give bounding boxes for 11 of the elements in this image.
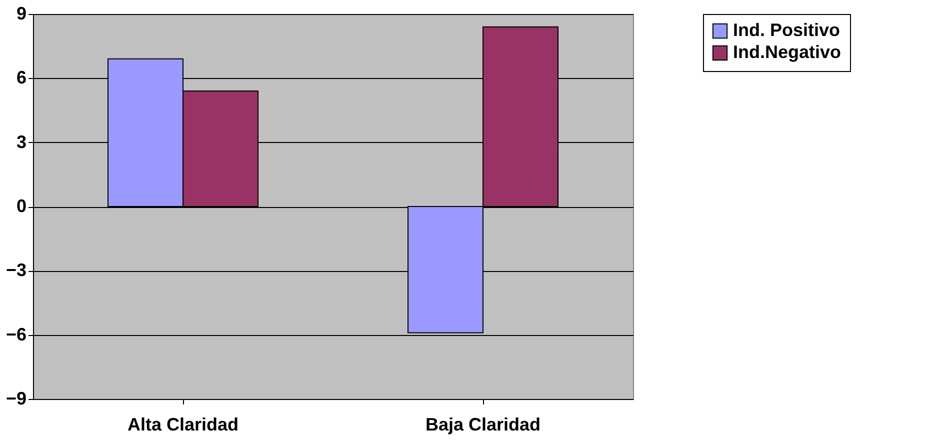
legend-label: Ind.Negativo — [733, 42, 842, 62]
x-tick-label: Alta Claridad — [127, 414, 239, 434]
y-tick-label: −3 — [6, 260, 26, 280]
y-tick-label: −6 — [6, 324, 26, 344]
y-tick-label: −9 — [6, 388, 26, 408]
legend-label: Ind. Positivo — [733, 20, 840, 40]
y-tick-label: 6 — [16, 68, 26, 88]
y-tick-label: 3 — [16, 132, 26, 152]
x-tick-label: Baja Claridad — [425, 414, 541, 434]
y-tick-label: 0 — [16, 196, 26, 216]
y-tick-label: 9 — [16, 4, 26, 24]
